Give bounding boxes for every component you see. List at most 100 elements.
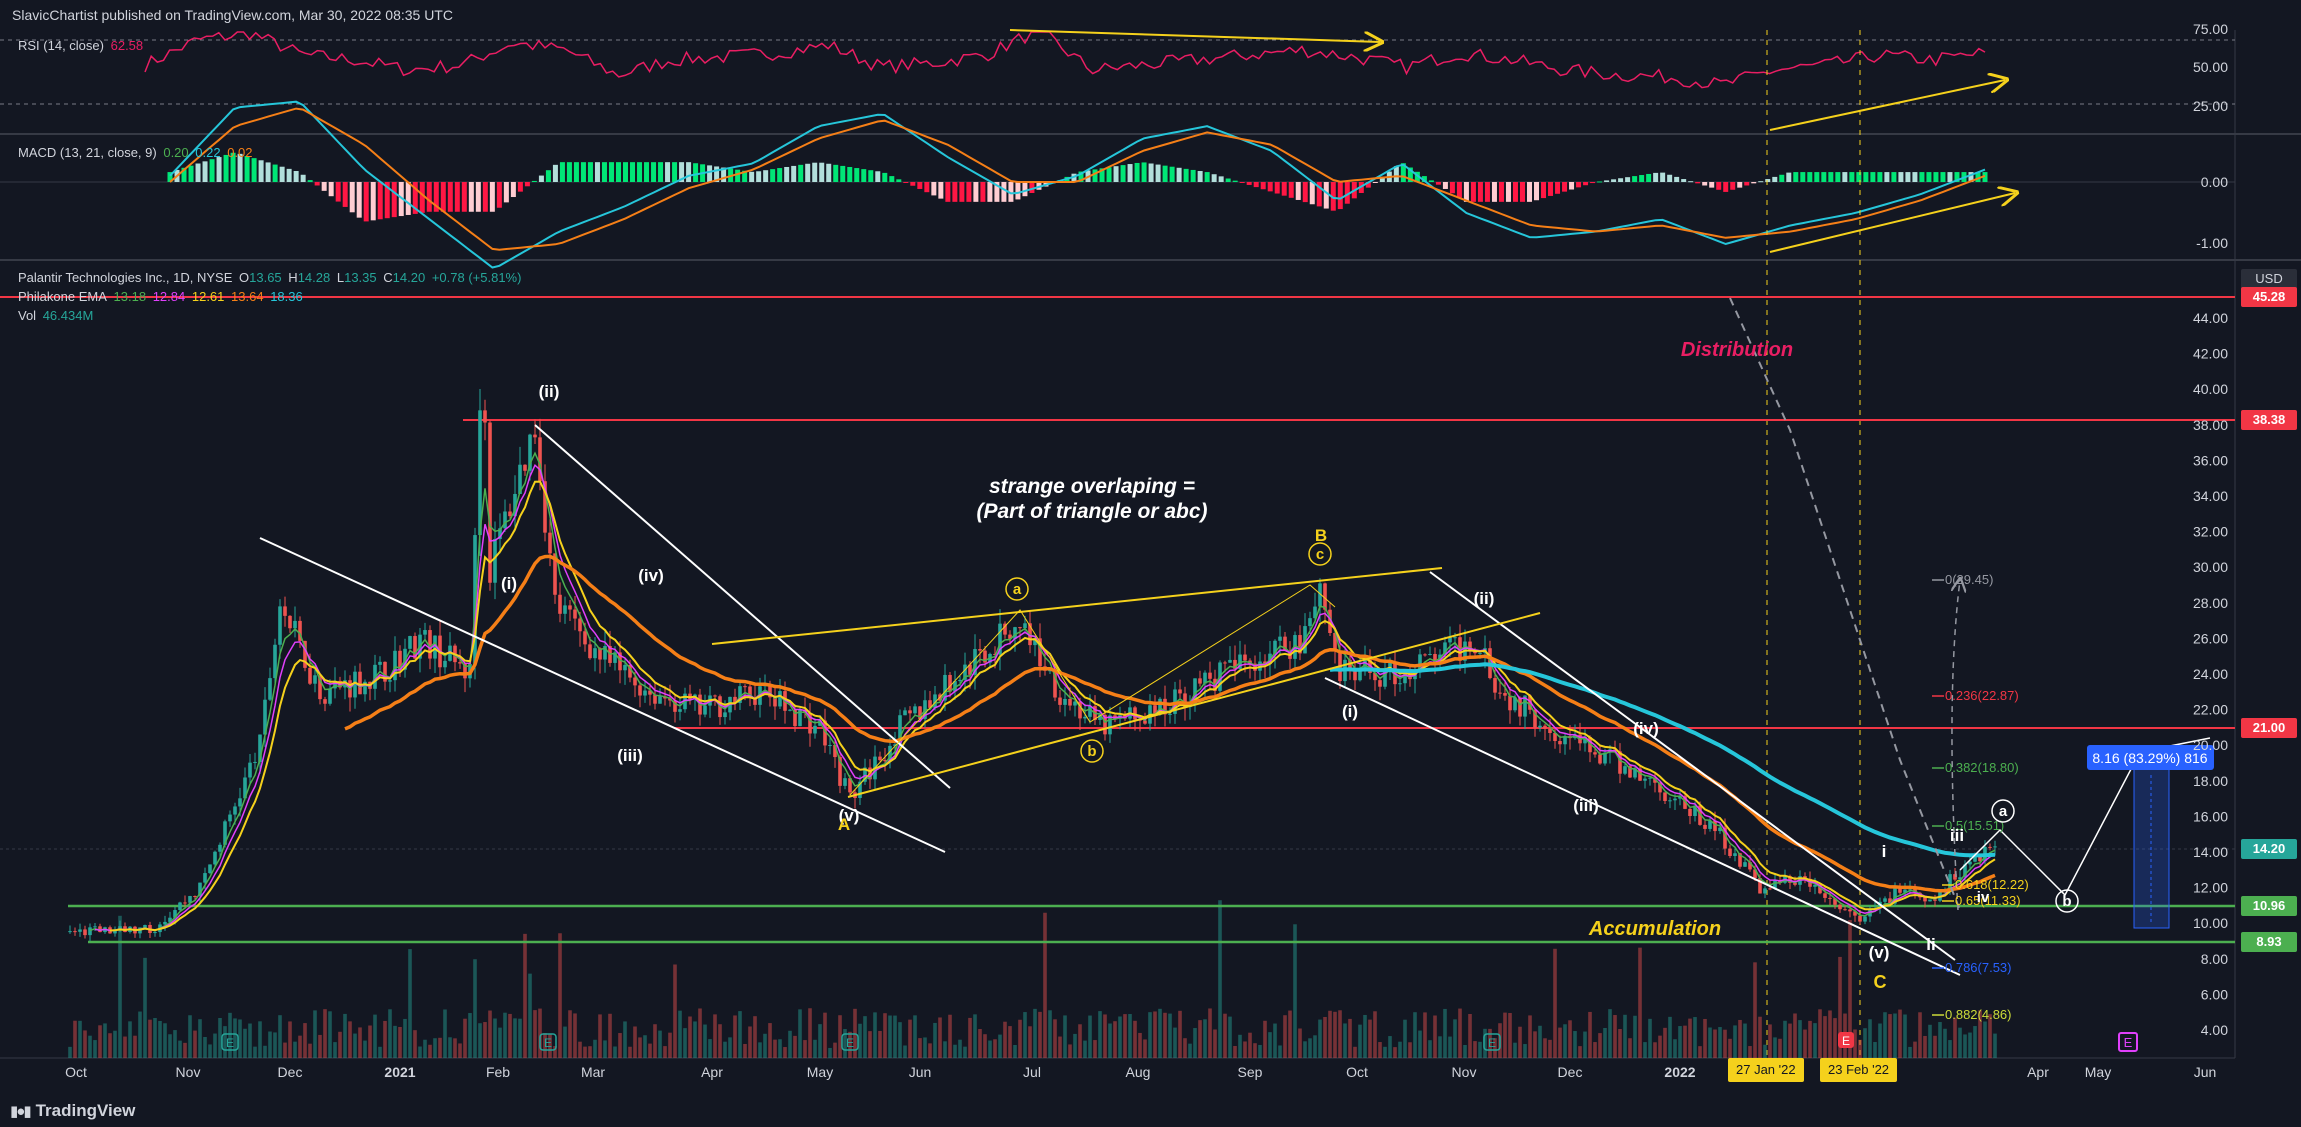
- candle-body: [773, 697, 777, 707]
- candle-body: [1133, 707, 1137, 720]
- macd-hist-bar: [770, 169, 776, 182]
- volume-bar: [1713, 1029, 1717, 1058]
- macd-hist-bar: [875, 171, 881, 182]
- earnings-marker-3[interactable]: [1483, 1033, 1501, 1051]
- macd-hist-bar: [594, 162, 600, 182]
- volume-bar: [83, 1030, 87, 1058]
- candle-body: [1548, 728, 1552, 734]
- volume-bar: [1238, 1034, 1242, 1058]
- volume-bar: [313, 1010, 317, 1058]
- volume-bar: [1833, 1018, 1837, 1058]
- low-value: 13.35: [344, 270, 377, 285]
- volume-bar: [243, 1028, 247, 1058]
- candle-body: [358, 671, 362, 695]
- volume-bar: [1743, 1023, 1747, 1058]
- volume-bar: [1738, 1019, 1742, 1058]
- macd-hist-bar: [777, 168, 783, 182]
- candle-body: [428, 630, 432, 659]
- earnings-marker-future[interactable]: [2118, 1032, 2138, 1052]
- candle-body: [1183, 693, 1187, 708]
- volume-bar: [578, 1041, 582, 1058]
- macd-hist-bar: [223, 154, 229, 182]
- macd-hist-bar: [686, 162, 692, 182]
- macd-hist-bar: [1877, 172, 1883, 182]
- candle-body: [1078, 701, 1082, 719]
- volume-bar: [1663, 1027, 1667, 1058]
- earnings-marker-2[interactable]: [841, 1033, 859, 1051]
- volume-bar: [553, 1046, 557, 1058]
- footer-brand[interactable]: ▮●▮ TradingView: [10, 1101, 135, 1121]
- candle-body: [1003, 623, 1007, 635]
- volume-bar: [1228, 1016, 1232, 1058]
- candle-body: [1348, 659, 1352, 671]
- candle-body: [958, 679, 962, 682]
- volume-bar: [1748, 1046, 1752, 1058]
- rsi-tick-2: 25.00: [2193, 98, 2228, 114]
- price-candles: [68, 389, 1997, 941]
- candle-body: [1278, 636, 1282, 641]
- volume-bar: [1173, 1027, 1177, 1058]
- volume-bar: [1243, 1041, 1247, 1058]
- candle-body: [1623, 766, 1627, 774]
- macd-hist-bar: [1295, 182, 1301, 200]
- macd-histogram: [167, 152, 1988, 222]
- volume-bar: [1703, 1018, 1707, 1058]
- candle-body: [1428, 653, 1432, 655]
- candle-body: [1963, 864, 1967, 878]
- candle-body: [423, 630, 427, 635]
- macd-hist-bar: [601, 162, 607, 182]
- wave-ii-2: (ii): [1474, 589, 1495, 608]
- candle-body: [1818, 884, 1822, 894]
- candle-body: [323, 699, 327, 704]
- volume-bar: [1483, 1028, 1487, 1058]
- volume-bar: [1313, 1035, 1317, 1058]
- volume-bar: [398, 1026, 402, 1058]
- volume-bar: [1078, 1024, 1082, 1058]
- candle-body: [1538, 725, 1542, 728]
- channel-upper-1: [534, 424, 951, 789]
- candle-body: [768, 684, 772, 698]
- volume-bar: [1413, 1012, 1417, 1058]
- volume-bar: [1528, 1015, 1532, 1058]
- volume-bar: [938, 1017, 942, 1058]
- macd-hist-bar: [1975, 172, 1981, 182]
- macd-hist-bar: [749, 171, 755, 182]
- macd-hist-bar: [1772, 176, 1778, 182]
- macd-hist-bar: [1365, 182, 1371, 188]
- candle-body: [598, 648, 602, 660]
- volume-bar: [378, 1046, 382, 1058]
- earnings-marker-1[interactable]: [539, 1033, 557, 1051]
- candle-body: [1753, 869, 1757, 879]
- candle-body: [913, 706, 917, 714]
- macd-hist-bar: [209, 159, 215, 182]
- volume-bar: [963, 1046, 967, 1058]
- rsi-divergence-arrow-2: [1769, 80, 2005, 131]
- close-value: 14.20: [392, 270, 426, 285]
- earnings-marker-red[interactable]: [1838, 1032, 1854, 1048]
- macd-hist-bar: [167, 172, 173, 182]
- volume-label: Vol: [18, 308, 37, 323]
- macd-hist-bar: [552, 164, 558, 182]
- macd-hist-bar: [216, 157, 222, 182]
- projection-up-dashed: [1952, 580, 1960, 911]
- candle-body: [1788, 876, 1792, 883]
- earnings-marker-label-2: E: [846, 1036, 854, 1050]
- macd-hist-bar: [1470, 182, 1476, 202]
- macd-hist-bar: [1569, 182, 1575, 190]
- candle-body: [278, 606, 282, 645]
- macd-hist-bar: [868, 170, 874, 182]
- macd-hist-bar: [587, 162, 593, 182]
- price-tick-4: 36.00: [2193, 452, 2228, 468]
- wave-c-1-circle: [1308, 542, 1332, 566]
- candle-body: [863, 767, 867, 782]
- earnings-marker-0[interactable]: [221, 1033, 239, 1051]
- volume-bar: [453, 1038, 457, 1058]
- volume-bar: [1288, 1010, 1292, 1058]
- volume-bar: [1708, 1027, 1712, 1058]
- time-tick-7: May: [807, 1064, 833, 1080]
- candle-body: [113, 929, 117, 934]
- macd-hist-bar: [461, 182, 467, 212]
- macd-hist-bar: [1856, 172, 1862, 182]
- candle-body: [583, 631, 587, 645]
- volume-bar: [958, 1039, 962, 1058]
